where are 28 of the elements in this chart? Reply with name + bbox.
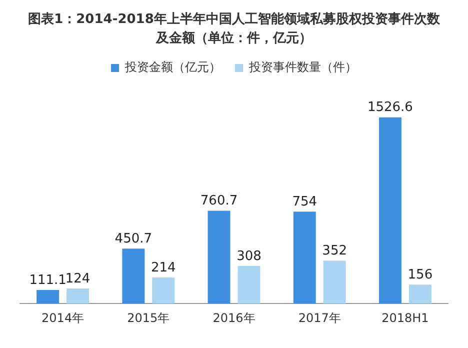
legend-label: 投资事件数量（件）: [248, 60, 357, 74]
data-label: 1526.6: [367, 100, 413, 116]
data-label: 124: [65, 271, 90, 286]
legend-label: 投资金额（亿元）: [124, 60, 221, 74]
bar: [408, 284, 432, 304]
bar: [152, 277, 175, 304]
x-tick-label: 2015年: [127, 310, 170, 325]
data-label: 214: [150, 260, 176, 276]
data-label: 352: [322, 244, 347, 259]
data-label: 156: [408, 267, 433, 282]
data-label: 450.7: [114, 231, 152, 246]
data-label: 308: [236, 248, 262, 264]
data-label: 760.7: [200, 194, 238, 209]
bar: [122, 248, 145, 304]
bar: [293, 212, 316, 304]
bar: [238, 266, 260, 304]
bar: [36, 290, 60, 304]
x-tick-label: 2018H1: [382, 310, 429, 325]
x-tick-label: 2014年: [42, 310, 84, 325]
bar: [66, 288, 90, 304]
data-label: 111.1: [29, 272, 66, 288]
x-tick-label: 2017年: [298, 310, 341, 325]
data-label: 754: [292, 194, 318, 210]
bar: [323, 260, 346, 304]
bar: [208, 210, 230, 304]
bar: [378, 117, 402, 304]
chart-title: 图表1：2014-2018年上半年中国人工智能领域私募股权投资事件次数及金额（单位：件，亿元）: [27, 11, 441, 48]
x-tick-label: 2016年: [212, 310, 256, 325]
